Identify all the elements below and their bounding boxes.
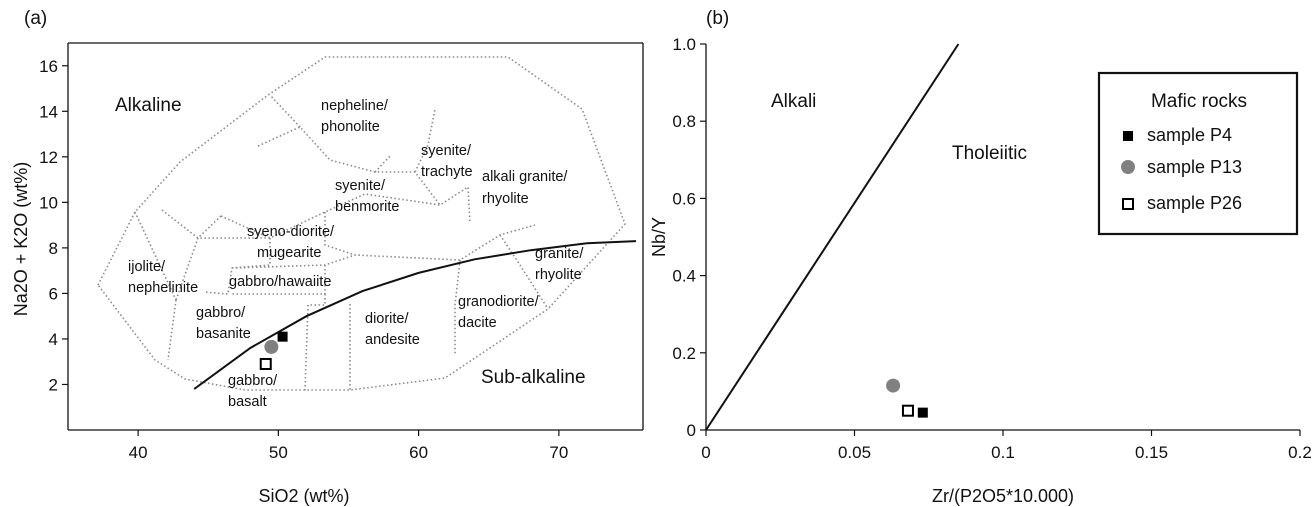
legend-label-p4: sample P4 <box>1147 125 1232 145</box>
panel-b-x-tick-label: 0.15 <box>1135 443 1168 462</box>
panel-b-y-tick-label: 1.0 <box>672 35 696 54</box>
panel-b-y-axis-title: Nb/Y <box>649 217 669 257</box>
panel-a-label: (a) <box>24 8 47 29</box>
field-label-diorite-andesite: diorite/ andesite <box>365 311 420 348</box>
tas-outer-boundary <box>97 56 626 391</box>
panel-a-x-tick-label: 40 <box>129 443 148 462</box>
tholeiitic-region-label: Tholeiitic <box>952 143 1027 164</box>
legend-label-p13: sample P13 <box>1147 157 1242 177</box>
panel-b-point-sample-p13 <box>886 378 901 393</box>
field-label-gabbro-basanite: gabbro/ basanite <box>196 305 251 342</box>
panel-a-x-axis-title: SiO2 (wt%) <box>258 486 349 506</box>
alkali-tholeiitic-divider <box>705 43 960 431</box>
panel-a-y-tick-label: 6 <box>49 284 58 303</box>
panel-b-x-ticks: 0 0.05 0.1 0.15 0.2 <box>701 430 1312 462</box>
panel-a-y-axis-title: Na2O + K2O (wt%) <box>11 162 31 317</box>
field-label-granodiorite-dacite: granodiorite/ dacite <box>458 294 543 331</box>
panel-a-point-sample-p26 <box>259 357 272 370</box>
panel-b-x-tick-label: 0.2 <box>1288 443 1312 462</box>
tas-field-boundaries <box>97 56 626 391</box>
panel-b-nb-y-diagram: (b) 0 0.05 0.1 0.15 0.2 0 0.2 0.4 0.6 0.8 1.0 Zr/… <box>649 8 1312 506</box>
panel-b-point-sample-p26 <box>901 404 914 417</box>
panel-b-x-tick-label: 0.1 <box>991 443 1015 462</box>
panel-a-x-ticks: 40 50 60 70 <box>129 430 568 462</box>
field-label-syenite-benmorite: syenite/ benmorite <box>335 178 399 215</box>
panel-b-y-tick-label: 0.2 <box>672 344 696 363</box>
panel-a-y-tick-label: 16 <box>39 57 58 76</box>
alkali-region-label: Alkali <box>771 91 816 112</box>
panel-b-point-sample-p4 <box>917 407 928 418</box>
panel-a-x-tick-label: 70 <box>549 443 568 462</box>
panel-b-y-tick-label: 0.4 <box>672 267 696 286</box>
panel-b-x-axis-title: Zr/(P2O5*10.000) <box>932 486 1074 506</box>
sub-alkaline-region-label: Sub-alkaline <box>481 367 586 388</box>
legend-marker-p26 <box>1122 198 1134 210</box>
field-label-gabbro-basalt: gabbro/ basalt <box>228 373 281 410</box>
alkaline-region-label: Alkaline <box>115 95 182 116</box>
panel-a-point-sample-p13 <box>264 339 279 354</box>
tas-field-labels: nepheline/ phonolite syenite/ trachyte s… <box>128 98 587 410</box>
panel-b-x-tick-label: 0.05 <box>838 443 871 462</box>
panel-a-data-points <box>259 331 288 370</box>
legend-marker-p4 <box>1123 131 1133 141</box>
panel-a-y-tick-label: 4 <box>49 330 58 349</box>
panel-b-y-tick-label: 0 <box>687 421 696 440</box>
panel-a-x-tick-label: 50 <box>269 443 288 462</box>
panel-a-x-tick-label: 60 <box>409 443 428 462</box>
panel-a-y-tick-label: 10 <box>39 193 58 212</box>
legend-label-p26: sample P26 <box>1147 193 1242 213</box>
field-label-granite-rhyolite: granite/ rhyolite <box>535 246 587 283</box>
panel-b-data-points <box>886 378 928 418</box>
panel-a-y-tick-label: 12 <box>39 148 58 167</box>
panel-a-y-tick-label: 2 <box>49 375 58 394</box>
panel-b-x-tick-label: 0 <box>701 443 710 462</box>
legend-title: Mafic rocks <box>1151 91 1247 112</box>
panel-b-label: (b) <box>706 8 729 29</box>
field-label-alkali-granite-rhyolite: alkali granite/ rhyolite <box>482 169 571 207</box>
panel-a-y-tick-label: 8 <box>49 239 58 258</box>
field-label-syeno-diorite-mugearite: syeno-diorite/ mugearite <box>247 224 338 261</box>
panel-b-y-tick-label: 0.6 <box>672 189 696 208</box>
panel-b-y-ticks: 0 0.2 0.4 0.6 0.8 1.0 <box>672 35 706 440</box>
legend: Mafic rocks sample P4 sample P13 sample … <box>1097 71 1299 236</box>
field-label-ijolite-nephelinite: ijolite/ nephelinite <box>128 259 198 296</box>
field-label-gabbro-hawaiite: gabbro/hawaiite <box>229 274 331 290</box>
panel-a-tas-diagram: (a) 40 50 60 70 2 4 6 8 10 12 14 16 SiO2 (wt%) Na2… <box>11 8 644 506</box>
field-label-nepheline-phonolite: nepheline/ phonolite <box>321 98 392 135</box>
tas-internal-boundaries <box>134 94 549 391</box>
panel-a-y-tick-label: 14 <box>39 102 58 121</box>
panel-a-point-sample-p4 <box>277 331 288 342</box>
alkaline-subalkaline-divider <box>193 240 637 390</box>
legend-marker-p13 <box>1121 160 1135 174</box>
panel-b-y-tick-label: 0.8 <box>672 112 696 131</box>
panel-a-y-ticks: 2 4 6 8 10 12 14 16 <box>39 57 68 394</box>
field-label-syenite-trachyte: syenite/ trachyte <box>421 143 475 180</box>
